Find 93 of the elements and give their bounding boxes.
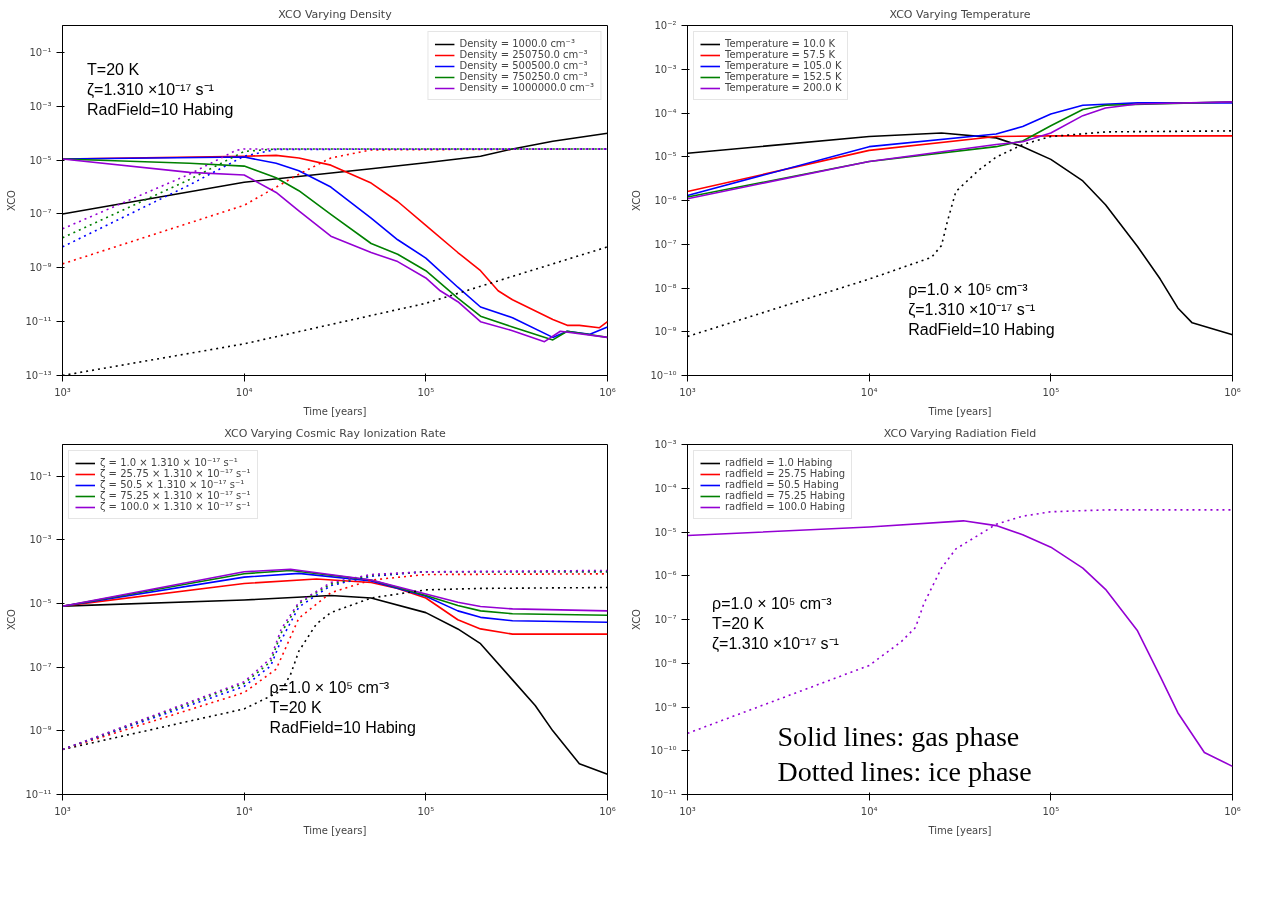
legend-label: Temperature = 200.0 K — [725, 82, 842, 93]
x-tick-label: 10⁴ — [860, 386, 878, 398]
y-tick-label: 10⁻¹⁰ — [650, 745, 677, 757]
legend-label: radfield = 25.75 Habing — [725, 468, 846, 479]
annotation: ζ=1.310 ×10⁻¹⁷ s⁻¹ — [908, 301, 1036, 319]
x-tick-label: 10⁵ — [417, 805, 435, 817]
y-axis-title: XCO — [631, 189, 643, 211]
y-axis-title: XCO — [631, 608, 643, 630]
legend-label: Density = 500500.0 cm⁻³ — [459, 60, 588, 71]
legend-label: ζ = 1.0 × 1.310 × 10⁻¹⁷ s⁻¹ — [100, 457, 238, 468]
x-tick-label: 10⁶ — [599, 386, 616, 398]
y-tick-label: 10⁻¹ — [29, 46, 52, 58]
x-tick-label: 10⁴ — [235, 386, 253, 398]
y-tick-label: 10⁻¹ — [29, 470, 52, 482]
legend-label: ζ = 50.5 × 1.310 × 10⁻¹⁷ s⁻¹ — [100, 479, 245, 490]
annotation: ρ=1.0 × 10⁵ cm⁻³ — [269, 679, 390, 696]
annotation: Solid lines: gas phase — [777, 721, 1020, 752]
legend-label: radfield = 100.0 Habing — [725, 501, 846, 512]
annotation: Dotted lines: ice phase — [777, 756, 1032, 787]
annotation: ζ=1.310 ×10⁻¹⁷ s⁻¹ — [712, 635, 839, 653]
y-tick-label: 10⁻¹¹ — [25, 789, 52, 800]
legend-label: Density = 1000.0 cm⁻³ — [459, 38, 575, 49]
annotation: RadField=10 Habing — [269, 719, 416, 736]
y-tick-label: 10⁻⁷ — [654, 614, 677, 625]
legend-label: ζ = 100.0 × 1.310 × 10⁻¹⁷ s⁻¹ — [100, 501, 251, 512]
x-axis-title: Time [years] — [927, 405, 992, 417]
y-tick-label: 10⁻⁵ — [29, 154, 52, 166]
y-tick-label: 10⁻⁸ — [654, 282, 677, 294]
legend-label: ζ = 75.25 × 1.310 × 10⁻¹⁷ s⁻¹ — [100, 490, 251, 501]
x-tick-label: 10⁵ — [1042, 386, 1060, 398]
annotation: T=20 K — [712, 615, 765, 632]
y-tick-label: 10⁻⁷ — [29, 661, 52, 673]
y-tick-label: 10⁻³ — [654, 63, 677, 75]
legend-label: radfield = 1.0 Habing — [725, 457, 833, 468]
y-tick-label: 10⁻³ — [29, 534, 52, 546]
y-tick-label: 10⁻¹¹ — [25, 316, 52, 328]
y-axis-title: XCO — [6, 189, 18, 211]
x-tick-label: 10⁵ — [417, 386, 435, 398]
y-tick-label: 10⁻³ — [29, 100, 52, 112]
y-tick-label: 10⁻⁶ — [654, 195, 677, 206]
y-tick-label: 10⁻⁴ — [654, 107, 677, 119]
y-tick-label: 10⁻³ — [654, 439, 677, 450]
legend-label: Temperature = 10.0 K — [725, 38, 836, 49]
annotation: ρ=1.0 × 10⁵ cm⁻³ — [712, 595, 833, 612]
legend-label: radfield = 75.25 Habing — [725, 490, 846, 501]
y-tick-label: 10⁻⁵ — [29, 598, 52, 610]
x-tick-label: 10⁶ — [1224, 386, 1241, 398]
x-tick-label: 10⁴ — [860, 805, 878, 817]
y-tick-label: 10⁻⁴ — [654, 482, 677, 494]
x-tick-label: 10³ — [54, 386, 71, 398]
x-axis-title: Time [years] — [302, 824, 367, 836]
legend-label: Temperature = 57.5 K — [725, 49, 836, 60]
y-tick-label: 10⁻⁵ — [654, 151, 677, 163]
legend-label: Temperature = 152.5 K — [725, 71, 842, 82]
legend-label: radfield = 50.5 Habing — [725, 479, 839, 490]
annotation: RadField=10 Habing — [908, 321, 1055, 338]
annotation: ρ=1.0 × 10⁵ cm⁻³ — [908, 281, 1029, 298]
legend-label: Temperature = 105.0 K — [725, 60, 842, 71]
x-tick-label: 10⁵ — [1042, 805, 1060, 817]
annotation: ζ=1.310 ×10⁻¹⁷ s⁻¹ — [87, 80, 214, 99]
y-tick-label: 10⁻⁶ — [654, 570, 677, 582]
y-tick-label: 10⁻¹¹ — [650, 789, 677, 800]
y-tick-label: 10⁻² — [654, 20, 677, 31]
y-tick-label: 10⁻⁹ — [654, 326, 677, 338]
y-tick-label: 10⁻⁵ — [654, 526, 677, 538]
legend-label: Density = 250750.0 cm⁻³ — [459, 49, 588, 60]
y-axis-title: XCO — [6, 608, 18, 630]
y-tick-label: 10⁻⁷ — [29, 208, 52, 220]
chart-title: XCO Varying Density — [278, 7, 393, 21]
legend-label: Density = 750250.0 cm⁻³ — [459, 71, 588, 82]
y-tick-label: 10⁻¹⁰ — [650, 370, 677, 381]
legend-label: ζ = 25.75 × 1.310 × 10⁻¹⁷ s⁻¹ — [100, 468, 251, 479]
legend-label: Density = 1000000.0 cm⁻³ — [459, 82, 594, 93]
x-tick-label: 10³ — [679, 386, 696, 398]
annotation: T=20 K — [87, 60, 140, 78]
chart-title: XCO Varying Radiation Field — [883, 426, 1037, 440]
x-tick-label: 10³ — [679, 805, 696, 817]
x-tick-label: 10⁶ — [1224, 805, 1241, 817]
y-tick-label: 10⁻⁸ — [654, 657, 677, 669]
y-tick-label: 10⁻⁹ — [654, 701, 677, 713]
x-axis-title: Time [years] — [302, 405, 367, 417]
chart-title: XCO Varying Temperature — [889, 7, 1031, 21]
y-tick-label: 10⁻⁹ — [29, 725, 52, 737]
y-tick-label: 10⁻⁹ — [29, 262, 52, 274]
x-axis-title: Time [years] — [927, 824, 992, 836]
x-tick-label: 10³ — [54, 805, 71, 817]
annotation: T=20 K — [269, 699, 322, 716]
x-tick-label: 10⁴ — [235, 805, 253, 817]
chart-title: XCO Varying Cosmic Ray Ionization Rate — [224, 426, 446, 440]
x-tick-label: 10⁶ — [599, 805, 616, 817]
y-tick-label: 10⁻¹³ — [25, 370, 52, 381]
y-tick-label: 10⁻⁷ — [654, 238, 677, 250]
annotation: RadField=10 Habing — [87, 100, 234, 118]
